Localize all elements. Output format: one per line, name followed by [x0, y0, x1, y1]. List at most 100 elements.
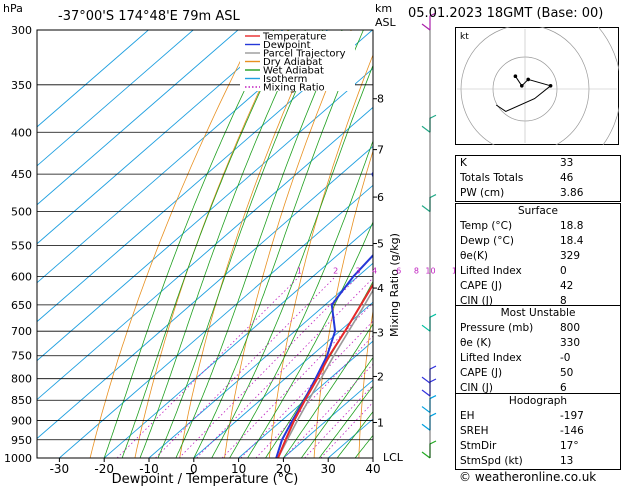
- hodograph-stat-label: StmSpd (kt): [460, 455, 523, 467]
- most-unstable-row: θe (K) 330: [456, 336, 620, 351]
- surface-value: 18.8: [560, 220, 584, 232]
- most-unstable-label: CIN (J): [460, 382, 493, 394]
- pressure-tick-label: 550: [11, 239, 32, 252]
- pressure-tick-label: 350: [11, 79, 32, 92]
- pressure-tick-label: 600: [11, 270, 32, 283]
- isotherm-line: [37, 30, 194, 167]
- mixing-ratio-label: 6: [396, 266, 401, 275]
- most-unstable-label: CAPE (J): [460, 367, 503, 379]
- surface-label: Dewp (°C): [460, 235, 514, 247]
- hodograph-stat-label: StmDir: [460, 440, 497, 452]
- surface-value: 329: [560, 250, 581, 262]
- surface-value: 18.4: [560, 235, 584, 247]
- index-value: 3.86: [560, 187, 584, 199]
- index-row: K 33: [456, 156, 620, 171]
- km-tick-label: 5: [377, 238, 384, 251]
- hodograph-table-title: Hodograph: [508, 395, 568, 407]
- wind-barb: [421, 313, 437, 332]
- most-unstable-label: Lifted Index: [460, 352, 522, 364]
- surface-value: 8: [560, 295, 567, 307]
- mixing-ratio-label: 10: [425, 266, 435, 275]
- wet-adiabat-line: [336, 410, 373, 458]
- x-tick-label: -10: [139, 462, 159, 476]
- surface-label: Lifted Index: [460, 265, 522, 277]
- most-unstable-table: Most Unstable Pressure (mb) 800 θe (K) 330 L…: [455, 305, 621, 397]
- km-tick-label: 1: [377, 417, 384, 430]
- pressure-tick-label: 650: [11, 299, 32, 312]
- most-unstable-label: Pressure (mb): [460, 322, 534, 334]
- mixing-ratio-label: 2: [333, 266, 338, 275]
- index-value: 33: [560, 157, 574, 169]
- surface-row: Temp (°C) 18.8: [456, 219, 620, 234]
- copyright-footer: © weatheronline.co.uk: [459, 470, 597, 484]
- hodograph-point: [520, 84, 524, 88]
- isotherm-line: [59, 184, 373, 458]
- surface-label: CIN (J): [460, 295, 493, 307]
- pressure-tick-label: 300: [11, 24, 32, 37]
- most-unstable-row: Lifted Index -0: [456, 351, 620, 366]
- surface-row: θe(K) 329: [456, 249, 620, 264]
- index-value: 46: [560, 172, 574, 184]
- isotherm-line: [283, 379, 373, 458]
- x-tick-label: -30: [50, 462, 70, 476]
- index-label: K: [460, 157, 467, 169]
- legend-label: Parcel Trajectory: [263, 49, 346, 60]
- legend-label: Dewpoint: [263, 40, 311, 51]
- pressure-tick-label: 850: [11, 394, 32, 407]
- mixing-ratio-label: 1: [297, 266, 302, 275]
- surface-row: Dewp (°C) 18.4: [456, 234, 620, 249]
- surface-label: CAPE (J): [460, 280, 503, 292]
- wet-adiabat-line: [103, 30, 275, 458]
- isotherm-line: [37, 30, 149, 128]
- most-unstable-label: θe (K): [460, 337, 492, 349]
- most-unstable-value: 6: [560, 382, 567, 394]
- index-row: PW (cm) 3.86: [456, 186, 620, 201]
- plot-frame: [36, 29, 374, 459]
- pressure-tick-label: 700: [11, 325, 32, 338]
- hodograph-stat-label: SREH: [460, 425, 489, 437]
- mixing-ratio-label: 4: [372, 266, 377, 275]
- surface-row: CAPE (J) 42: [456, 279, 620, 294]
- run-datetime: 05.01.2023 18GMT (Base: 00): [408, 6, 604, 21]
- hodograph-stat-value: -146: [560, 425, 584, 437]
- isotherm-line: [37, 145, 373, 440]
- hodograph-stat-row: StmDir 17°: [456, 439, 620, 454]
- wind-barb: [421, 194, 437, 213]
- parcel-trajectory-line: [277, 288, 373, 458]
- wind-barb: [421, 378, 437, 397]
- dry-adiabat-line: [358, 308, 373, 458]
- x-tick-label: 0: [190, 462, 198, 476]
- surface-value: 0: [560, 265, 567, 277]
- wind-barb: [421, 412, 437, 431]
- isotherm-line: [37, 30, 239, 206]
- dry-adiabat-line: [89, 30, 257, 458]
- most-unstable-title: Most Unstable: [500, 307, 576, 319]
- pressure-tick-label: 1000: [4, 452, 32, 465]
- surface-row: Lifted Index 0: [456, 264, 620, 279]
- hodograph-stat-value: 13: [560, 455, 574, 467]
- km-tick-label: 4: [377, 282, 384, 295]
- profile-lines: [275, 171, 373, 458]
- dry-adiabat-line: [134, 30, 289, 458]
- wind-barbs: [421, 12, 437, 459]
- hodograph-stat-row: SREH -146: [456, 424, 620, 439]
- hodograph-unit: kt: [460, 32, 469, 42]
- most-unstable-value: 50: [560, 367, 574, 379]
- legend-label: Wet Adiabat: [263, 66, 324, 77]
- most-unstable-value: -0: [560, 352, 571, 364]
- legend-label: Isotherm: [263, 74, 307, 85]
- isotherm-line: [148, 262, 373, 458]
- surface-table: Surface Temp (°C) 18.8 Dewp (°C) 18.4 θe(K) 3…: [455, 203, 621, 310]
- wet-adiabat-line: [283, 323, 373, 458]
- hodograph-stat-value: 17°: [560, 440, 579, 452]
- km-tick-label: 3: [377, 327, 384, 340]
- wind-barb: [421, 440, 437, 459]
- x-tick-label: 40: [365, 462, 380, 476]
- hodograph-point: [526, 77, 530, 82]
- dewpoint-line: [275, 171, 373, 458]
- mixing-ratio-label: 3: [356, 266, 361, 275]
- wet-adiabat-line: [318, 385, 373, 458]
- isotherm-line: [238, 340, 373, 458]
